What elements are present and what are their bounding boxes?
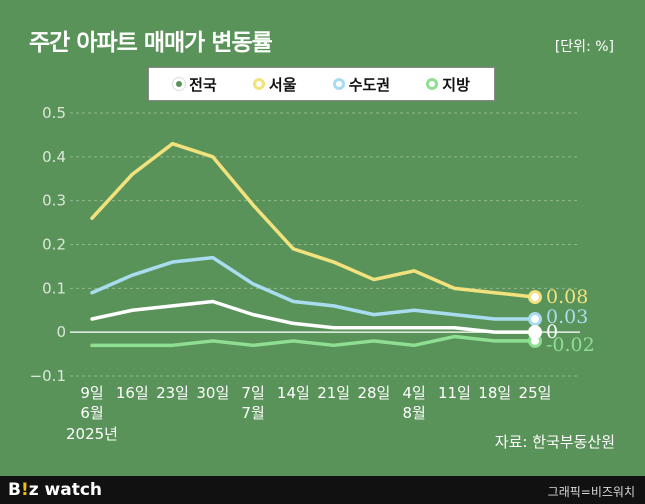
legend-item-provinces: 지방 [426,74,470,95]
y-tick-label: −0.1 [30,367,66,385]
series-line-2 [90,255,537,321]
brand-b: B [8,480,21,500]
end-label-2: 0.03 [546,306,588,328]
x-tick-label: 21일 [317,384,350,402]
chart-frame: 주간 아파트 매매가 변동률 [단위: %] 전국 서울 수도권 지방 자료: … [0,0,645,476]
legend-marker-national [173,78,186,90]
y-tick-label: 0 [56,323,66,341]
end-label-1: 0.08 [546,286,588,308]
chart-title: 주간 아파트 매매가 변동률 [29,30,273,56]
unit-label: [단위: %] [554,39,614,55]
x-tick-label: 11일 [438,384,471,402]
legend-marker-seoul [252,78,265,90]
x-tick-label: 25일 [519,384,552,402]
graphic-credit: 그래픽=비즈워치 [547,485,635,499]
legend-item-seoul: 서울 [252,74,297,95]
y-tick-label: 0.3 [42,192,66,210]
legend-label-national: 전국 [189,75,217,94]
x-tick-label: 23일 [156,384,189,402]
end-marker-2 [528,312,542,327]
brand-logo: B!z watch [8,480,102,500]
legend-item-capital: 수도권 [332,74,391,95]
y-tick-label: 0.1 [42,279,66,297]
x-tick-label: 14일 [277,384,310,402]
x-tick-label: 28일 [357,384,390,402]
month-label: 7월 [241,404,264,422]
x-tick-label: 16일 [116,384,149,402]
legend-marker-capital [332,78,345,90]
x-tick-label: 4일 [403,384,426,402]
month-label: 8월 [403,404,426,422]
series-line-1 [90,141,537,299]
y-tick-label: 0.2 [42,236,66,254]
month-label: 6월 [80,404,103,422]
brand-dot: ! [20,480,29,500]
source-note: 자료: 한국부동산원 [494,433,615,451]
line-chart: 0.5 0.4 0.3 0.2 0.1 0 −0.1 9일 16일 23일 30일 7일 14일 21일 2… [30,104,595,443]
end-label-3: -0.02 [546,334,595,356]
y-tick-label: 0.4 [42,148,66,166]
y-tick-label: 0.5 [42,104,66,122]
end-label-0: 0 [546,321,558,343]
legend-label-seoul: 서울 [268,75,297,94]
x-tick-label: 30일 [196,384,229,402]
footer-bar: B!z watch 그래픽=비즈워치 [0,476,645,504]
end-marker-0 [528,325,542,340]
year-label: 2025년 [66,425,118,443]
series-line-0 [90,299,537,334]
legend: 전국 서울 수도권 지방 [148,67,495,101]
series-line-3 [90,334,537,348]
legend-label-capital: 수도권 [348,75,391,94]
x-tick-label: 9일 [80,384,103,402]
legend-item-national: 전국 [173,74,217,95]
brand-rest: z watch [28,480,103,500]
legend-label-provinces: 지방 [442,75,470,94]
x-tick-label: 7일 [241,384,264,402]
end-marker-1 [528,290,542,305]
legend-marker-provinces [426,78,439,90]
x-tick-label: 18일 [478,384,511,402]
